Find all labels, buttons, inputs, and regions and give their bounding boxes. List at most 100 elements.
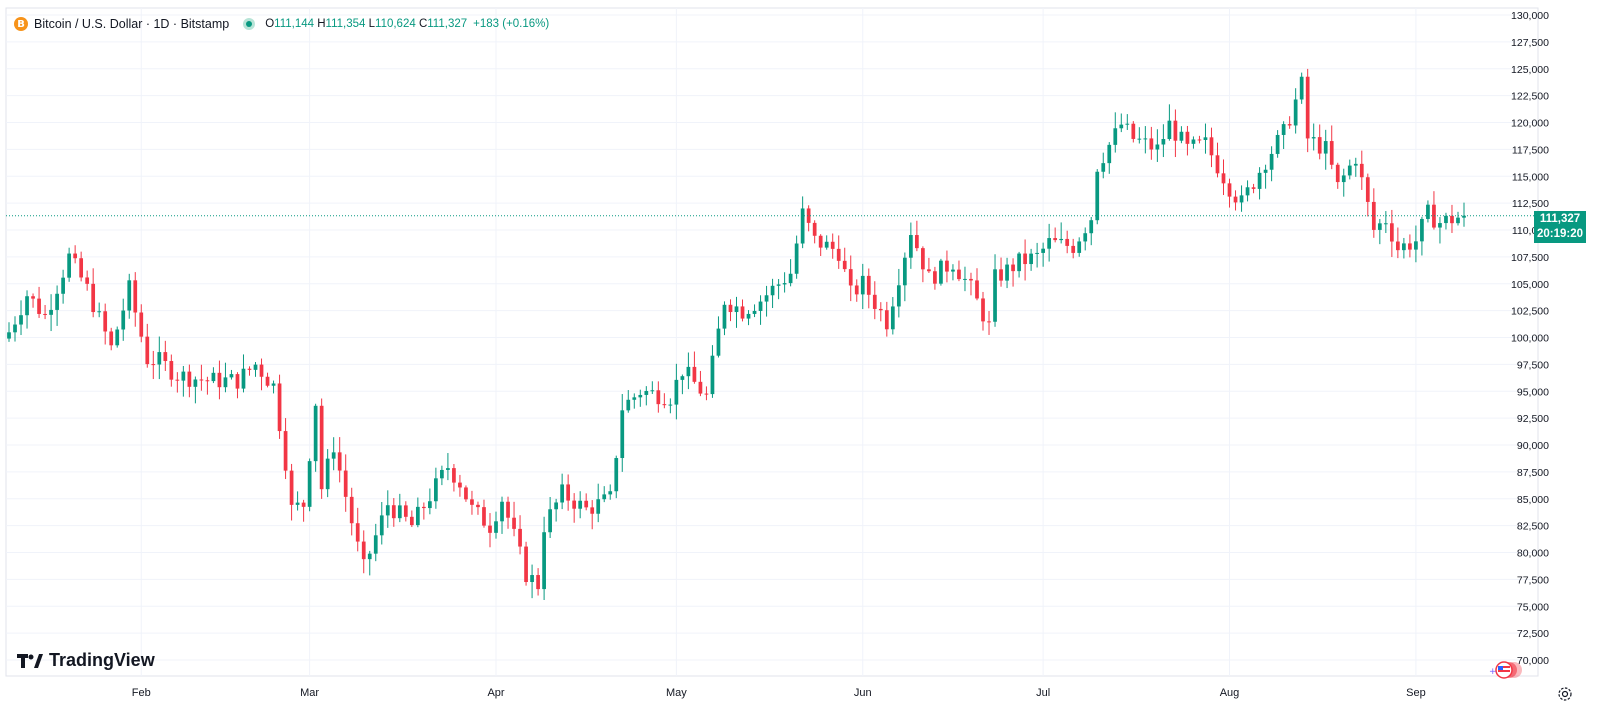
candle-body	[939, 260, 943, 284]
candle-body	[794, 243, 799, 274]
candle-body	[975, 280, 979, 299]
y-tick-label: 72,500	[1517, 628, 1549, 640]
x-tick-label: Jun	[854, 687, 872, 699]
candle-body	[1353, 163, 1358, 166]
y-tick-label: 70,000	[1517, 655, 1549, 667]
candle-body	[1011, 264, 1015, 272]
candle-body	[7, 332, 11, 339]
candle-body	[1395, 241, 1400, 251]
candle-body	[1161, 139, 1166, 145]
candle-body	[1227, 183, 1232, 197]
candle-body	[542, 532, 546, 590]
candle-body	[620, 410, 625, 459]
market-status-icon[interactable]	[243, 18, 256, 30]
candle-body	[890, 306, 895, 330]
candle-body	[289, 470, 294, 505]
candle-body	[37, 298, 41, 314]
candle-body	[1281, 124, 1286, 135]
candle-body	[1083, 233, 1088, 242]
candle-body	[927, 269, 931, 272]
candle-body	[415, 506, 420, 526]
candle-body	[1035, 252, 1039, 254]
candle-body	[349, 496, 354, 524]
y-tick-label: 100,000	[1511, 333, 1549, 345]
candle-body	[536, 575, 540, 590]
candle-body	[476, 504, 480, 508]
candle-body	[1317, 137, 1322, 154]
candle-body	[560, 484, 565, 503]
candle-body	[596, 499, 601, 514]
candle-body	[1245, 187, 1250, 196]
x-tick-label: Sep	[1406, 687, 1426, 699]
candle-body	[740, 306, 745, 319]
candle-body	[1335, 164, 1340, 183]
candle-body	[1251, 187, 1256, 189]
candle-body	[1071, 245, 1076, 253]
candle-body	[205, 380, 210, 382]
candle-body	[1377, 223, 1382, 230]
grid	[6, 8, 1538, 676]
y-tick-label: 80,000	[1517, 548, 1549, 560]
candle-body	[277, 383, 282, 432]
y-tick-label: 87,500	[1517, 467, 1549, 479]
y-tick-label: 90,000	[1517, 440, 1549, 452]
candle-body	[85, 277, 90, 284]
candle-body	[704, 393, 709, 395]
candle-body	[1221, 173, 1226, 184]
y-tick-label: 102,500	[1511, 306, 1549, 318]
candle-body	[127, 280, 132, 311]
candle-body	[776, 284, 781, 286]
y-tick-label: 130,000	[1511, 10, 1549, 22]
y-tick-label: 77,500	[1517, 574, 1549, 586]
candle-body	[1149, 138, 1154, 150]
symbol-title[interactable]: Bitcoin / U.S. Dollar · 1D · Bitstamp	[34, 17, 230, 31]
candle-body	[668, 404, 673, 406]
candle-body	[97, 311, 102, 313]
candle-body	[115, 329, 120, 346]
candle-body	[1065, 238, 1070, 246]
candle-body	[151, 364, 156, 366]
candle-body	[241, 368, 246, 389]
tradingview-logo-icon	[17, 653, 43, 668]
candle-body	[259, 364, 264, 377]
us-flag-icon[interactable]: +	[1487, 661, 1523, 679]
svg-text:+: +	[1489, 667, 1497, 677]
candle-body	[602, 494, 607, 500]
candle-body	[1432, 204, 1436, 228]
candle-body	[1305, 76, 1310, 139]
candle-body	[361, 541, 366, 560]
candle-body	[951, 269, 955, 272]
candle-body	[1017, 253, 1021, 272]
candle-body	[1420, 218, 1424, 242]
candle-body	[626, 399, 631, 411]
y-tick-label: 95,000	[1517, 386, 1549, 398]
candle-body	[638, 394, 643, 398]
candle-body	[1209, 137, 1214, 156]
candle-body	[1456, 217, 1460, 224]
candle-body	[265, 376, 270, 386]
gear-icon[interactable]	[1556, 685, 1574, 703]
candle-body	[229, 374, 234, 378]
candle-body	[1293, 99, 1298, 126]
candle-body	[446, 468, 450, 470]
candle-body	[1053, 238, 1058, 241]
candle-body	[884, 310, 889, 330]
candle-body	[866, 275, 871, 295]
candle-body	[566, 484, 571, 501]
candle-body	[301, 502, 306, 507]
candle-body	[614, 458, 619, 492]
candle-body	[1155, 144, 1160, 150]
candle-body	[313, 405, 318, 462]
candle-body	[650, 390, 655, 392]
candle-body	[1450, 215, 1454, 224]
candle-body	[680, 376, 685, 380]
candle-body	[584, 500, 589, 508]
x-tick-label: Apr	[487, 687, 504, 699]
candle-body	[1023, 253, 1027, 265]
candle-body	[319, 405, 324, 490]
candle-body	[921, 248, 925, 270]
candle-body	[403, 505, 408, 517]
tradingview-logo[interactable]: TradingView	[17, 650, 155, 671]
